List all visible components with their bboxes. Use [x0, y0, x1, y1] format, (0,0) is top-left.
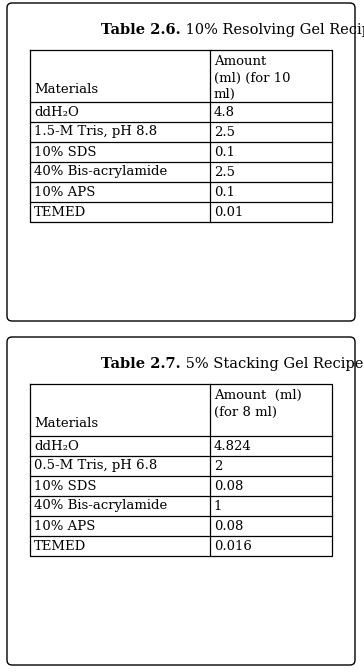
- Text: 10% APS: 10% APS: [34, 519, 95, 532]
- Text: TEMED: TEMED: [34, 206, 86, 218]
- Text: ddH₂O: ddH₂O: [34, 439, 79, 452]
- Text: ddH₂O: ddH₂O: [34, 106, 79, 118]
- Text: 10% Resolving Gel Recipe: 10% Resolving Gel Recipe: [181, 23, 364, 37]
- Text: 0.08: 0.08: [214, 519, 243, 532]
- Text: 0.016: 0.016: [214, 540, 252, 552]
- Text: 0.01: 0.01: [214, 206, 243, 218]
- Text: 40% Bis-acrylamide: 40% Bis-acrylamide: [34, 499, 167, 513]
- Text: Table 2.6.: Table 2.6.: [102, 23, 181, 37]
- Text: 5% Stacking Gel Recipe: 5% Stacking Gel Recipe: [181, 357, 363, 371]
- Text: 4.8: 4.8: [214, 106, 235, 118]
- Text: Materials: Materials: [34, 417, 98, 430]
- Text: 4.824: 4.824: [214, 439, 252, 452]
- Text: 10% APS: 10% APS: [34, 185, 95, 198]
- Text: 1: 1: [214, 499, 222, 513]
- Text: TEMED: TEMED: [34, 540, 86, 552]
- Text: 2.5: 2.5: [214, 165, 235, 179]
- Text: 2: 2: [214, 460, 222, 472]
- Text: 0.08: 0.08: [214, 480, 243, 493]
- Text: 10% SDS: 10% SDS: [34, 146, 96, 159]
- FancyBboxPatch shape: [7, 337, 355, 665]
- Text: 2.5: 2.5: [214, 126, 235, 138]
- Text: 0.5-M Tris, pH 6.8: 0.5-M Tris, pH 6.8: [34, 460, 157, 472]
- Text: 40% Bis-acrylamide: 40% Bis-acrylamide: [34, 165, 167, 179]
- Text: Table 2.7.: Table 2.7.: [102, 357, 181, 371]
- Text: 0.1: 0.1: [214, 146, 235, 159]
- Text: Materials: Materials: [34, 83, 98, 96]
- Text: Amount
(ml) (for 10
ml): Amount (ml) (for 10 ml): [214, 55, 290, 101]
- Text: Amount  (ml)
(for 8 ml): Amount (ml) (for 8 ml): [214, 389, 301, 419]
- Text: 1.5-M Tris, pH 8.8: 1.5-M Tris, pH 8.8: [34, 126, 157, 138]
- Text: 10% SDS: 10% SDS: [34, 480, 96, 493]
- Text: 0.1: 0.1: [214, 185, 235, 198]
- FancyBboxPatch shape: [7, 3, 355, 321]
